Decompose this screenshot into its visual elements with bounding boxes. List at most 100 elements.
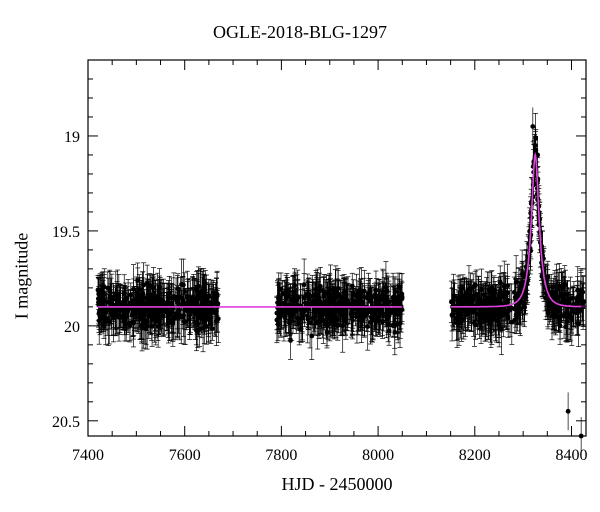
data-point [327, 292, 333, 298]
data-point [522, 294, 528, 300]
data-point [494, 299, 500, 304]
data-point [155, 294, 161, 300]
data-point [573, 309, 578, 315]
data-point [451, 298, 456, 304]
data-point [103, 318, 109, 324]
data-point [194, 328, 199, 333]
data-point [325, 299, 330, 305]
data-point [559, 291, 565, 296]
data-point [351, 299, 357, 305]
data-point [564, 319, 570, 324]
data-point [460, 301, 465, 307]
data-point [149, 314, 155, 320]
data-point [204, 298, 210, 304]
data-point [95, 287, 101, 293]
data-point [123, 306, 128, 312]
data-point [491, 311, 497, 317]
data-point [184, 294, 190, 300]
data-point [204, 324, 209, 329]
data-point [359, 318, 365, 323]
data-points-layer [95, 107, 587, 455]
data-point [349, 314, 355, 320]
data-point [213, 298, 219, 304]
data-point [579, 299, 585, 305]
data-point [127, 323, 133, 329]
data-point [131, 286, 136, 292]
data-point [499, 294, 505, 300]
data-point [214, 318, 220, 323]
data-point [295, 294, 301, 300]
data-point [395, 311, 401, 317]
data-point [146, 301, 151, 307]
data-point [141, 282, 147, 288]
data-point [319, 317, 324, 323]
data-point [299, 312, 305, 318]
data-point [327, 320, 333, 326]
data-point [309, 333, 315, 339]
data-point [191, 301, 197, 307]
data-point [349, 283, 355, 289]
data-point [548, 290, 554, 296]
data-point [552, 284, 558, 290]
data-point [369, 317, 375, 323]
data-point [505, 290, 511, 296]
data-point [321, 292, 327, 297]
data-point [171, 293, 177, 299]
data-point [137, 314, 143, 320]
data-point [114, 297, 119, 303]
data-point [148, 309, 153, 315]
data-point [282, 300, 288, 306]
data-point [214, 291, 220, 297]
data-point [497, 280, 503, 286]
data-point [371, 307, 377, 313]
data-point [175, 299, 180, 305]
data-point [181, 319, 187, 325]
data-point [464, 290, 470, 296]
data-point [96, 300, 101, 305]
data-point [486, 287, 492, 293]
data-point [170, 314, 176, 320]
data-point [533, 147, 539, 153]
data-point [199, 316, 205, 321]
data-point [276, 295, 281, 301]
data-point [151, 301, 157, 307]
data-point [497, 309, 502, 314]
data-point [166, 313, 171, 318]
data-point [212, 309, 218, 315]
data-point [369, 313, 375, 319]
data-point [384, 288, 390, 294]
data-point [117, 307, 123, 312]
data-point [325, 311, 331, 317]
data-point [307, 320, 313, 326]
data-point [330, 299, 336, 305]
data-point [313, 309, 319, 314]
data-point [319, 313, 325, 318]
data-point [561, 313, 567, 319]
data-point [338, 300, 344, 305]
data-point [386, 328, 392, 334]
data-point [390, 296, 396, 302]
data-point [339, 312, 345, 317]
data-point [100, 291, 106, 296]
data-point [481, 292, 487, 298]
data-point [386, 309, 392, 315]
data-point [345, 301, 351, 306]
data-point [484, 308, 490, 314]
data-point [197, 292, 203, 297]
data-point [140, 295, 146, 300]
data-point [381, 313, 387, 319]
data-point [142, 311, 147, 317]
data-point [153, 317, 159, 323]
data-point [316, 295, 322, 301]
data-point [486, 318, 492, 323]
chart-title: OGLE-2018-BLG-1297 [213, 22, 387, 42]
data-point [513, 279, 519, 285]
data-point [567, 312, 573, 318]
data-point [294, 297, 300, 303]
data-point [122, 317, 128, 323]
data-point [111, 315, 116, 321]
data-point [287, 320, 292, 326]
data-point [575, 287, 581, 293]
data-point [290, 312, 296, 317]
data-point [300, 315, 306, 321]
